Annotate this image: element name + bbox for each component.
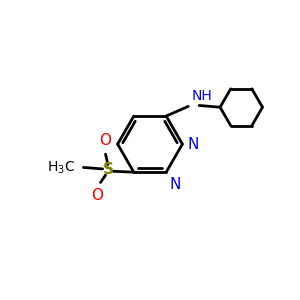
Text: NH: NH (192, 89, 213, 103)
Text: O: O (92, 188, 104, 203)
Text: S: S (102, 162, 113, 177)
Text: O: O (100, 133, 112, 148)
Text: N: N (188, 136, 199, 152)
Text: N: N (170, 178, 181, 193)
Text: H$_3$C: H$_3$C (47, 159, 76, 176)
